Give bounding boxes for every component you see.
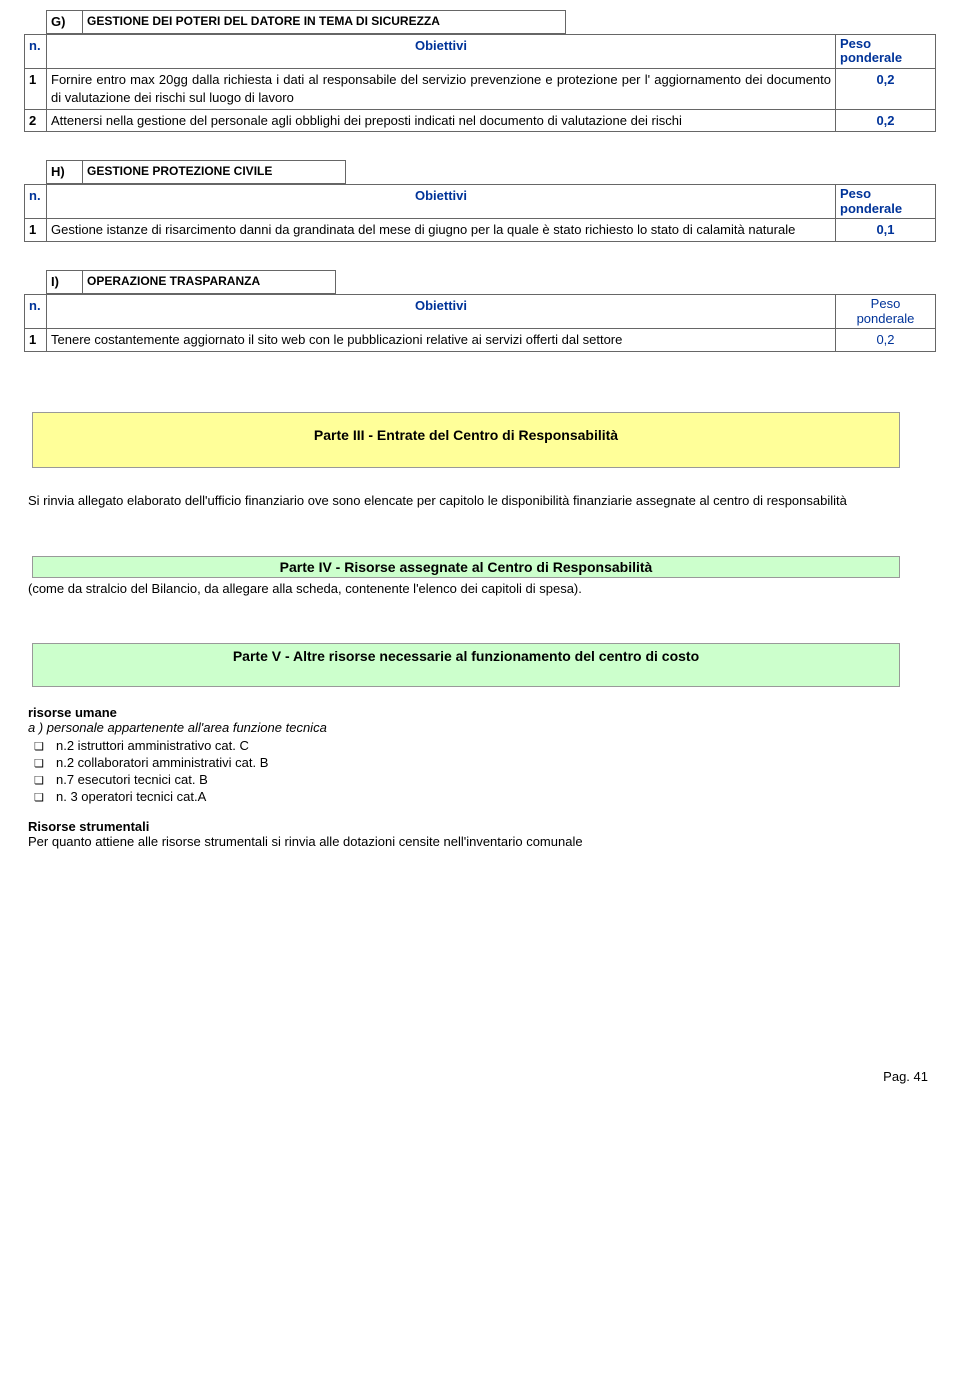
risorse-strumentali-heading: Risorse strumentali	[28, 819, 932, 834]
section-h-header-table: H) GESTIONE PROTEZIONE CIVILE	[46, 160, 346, 184]
list-item: n.2 collaboratori amministrativi cat. B	[56, 754, 932, 771]
risorse-umane-subheading: a ) personale appartenente all'area funz…	[28, 720, 932, 735]
col-header-n: n.	[25, 294, 47, 329]
col-header-obiettivi: Obiettivi	[47, 294, 836, 329]
page-footer: Pag. 41	[24, 1069, 936, 1084]
col-header-peso: Peso ponderale	[836, 34, 936, 69]
row-text: Tenere costantemente aggiornato il sito …	[47, 329, 836, 352]
col-header-obiettivi: Obiettivi	[47, 34, 836, 69]
risorse-umane-heading: risorse umane	[28, 705, 932, 720]
section-h-title: GESTIONE PROTEZIONE CIVILE	[83, 161, 346, 184]
section-h-table: n. Obiettivi Peso ponderale 1 Gestione i…	[24, 184, 936, 242]
section-g-title: GESTIONE DEI POTERI DEL DATORE IN TEMA D…	[83, 11, 566, 34]
parte3-text: Si rinvia allegato elaborato dell'uffici…	[28, 492, 932, 510]
section-g-header-table: G) GESTIONE DEI POTERI DEL DATORE IN TEM…	[46, 10, 566, 34]
table-row: 2 Attenersi nella gestione del personale…	[25, 109, 936, 132]
row-num: 1	[25, 329, 47, 352]
col-header-n: n.	[25, 184, 47, 219]
col-header-obiettivi: Obiettivi	[47, 184, 836, 219]
row-text: Attenersi nella gestione del personale a…	[47, 109, 836, 132]
list-item: n.2 istruttori amministrativo cat. C	[56, 737, 932, 754]
section-g-table: n. Obiettivi Peso ponderale 1 Fornire en…	[24, 34, 936, 133]
row-peso: 0,2	[836, 109, 936, 132]
section-h-letter: H)	[47, 161, 83, 184]
section-i-letter: I)	[47, 271, 83, 294]
section-i-title: OPERAZIONE TRASPARANZA	[83, 271, 336, 294]
risorse-umane-list: n.2 istruttori amministrativo cat. C n.2…	[28, 737, 932, 805]
row-peso: 0,2	[836, 69, 936, 109]
parte3-box: Parte III - Entrate del Centro di Respon…	[32, 412, 900, 468]
table-row: 1 Fornire entro max 20gg dalla richiesta…	[25, 69, 936, 109]
row-text: Gestione istanze di risarcimento danni d…	[47, 219, 836, 242]
col-header-peso: Peso ponderale	[836, 294, 936, 329]
row-num: 1	[25, 219, 47, 242]
list-item: n. 3 operatori tecnici cat.A	[56, 788, 932, 805]
parte4-box: Parte IV - Risorse assegnate al Centro d…	[32, 556, 900, 578]
list-item: n.7 esecutori tecnici cat. B	[56, 771, 932, 788]
row-peso: 0,1	[836, 219, 936, 242]
risorse-strumentali-text: Per quanto attiene alle risorse strument…	[28, 834, 932, 849]
parte4-text: (come da stralcio del Bilancio, da alleg…	[28, 580, 932, 598]
parte5-box: Parte V - Altre risorse necessarie al fu…	[32, 643, 900, 687]
col-header-n: n.	[25, 34, 47, 69]
row-num: 2	[25, 109, 47, 132]
section-g-letter: G)	[47, 11, 83, 34]
col-header-peso: Peso ponderale	[836, 184, 936, 219]
row-num: 1	[25, 69, 47, 109]
table-row: 1 Tenere costantemente aggiornato il sit…	[25, 329, 936, 352]
row-text: Fornire entro max 20gg dalla richiesta i…	[47, 69, 836, 109]
table-row: 1 Gestione istanze di risarcimento danni…	[25, 219, 936, 242]
section-i-header-table: I) OPERAZIONE TRASPARANZA	[46, 270, 336, 294]
row-peso: 0,2	[836, 329, 936, 352]
section-i-table: n. Obiettivi Peso ponderale 1 Tenere cos…	[24, 294, 936, 352]
